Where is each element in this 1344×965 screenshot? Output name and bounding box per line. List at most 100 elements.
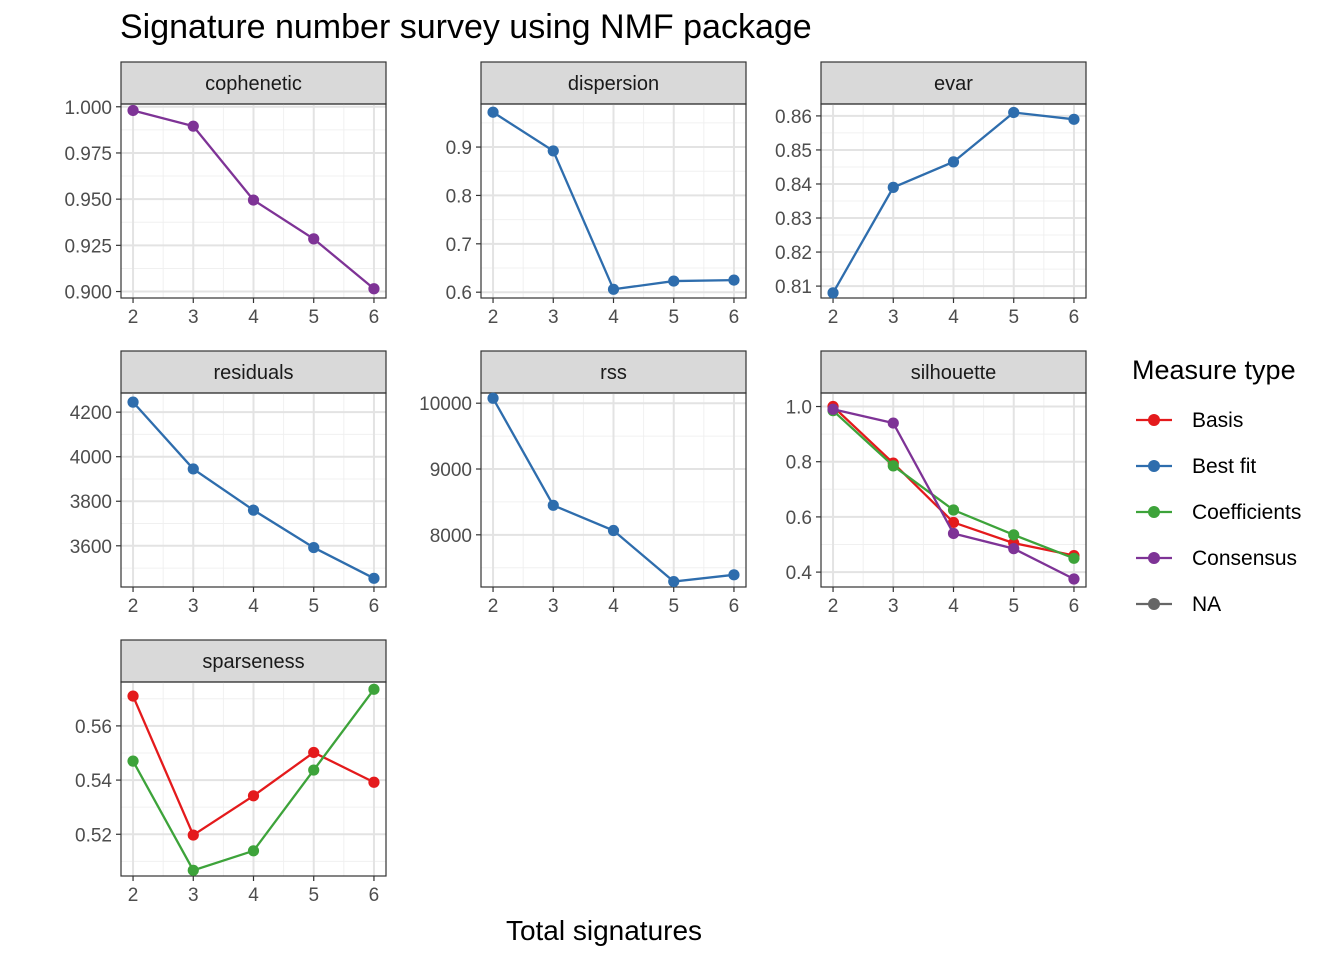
panel-residuals: residuals 3600 3800 4000 4200 2 3 4 5 6 [70, 350, 387, 617]
legend-label: NA [1192, 593, 1221, 616]
panel-strip [480, 350, 747, 394]
y-tick-label: 0.8 [446, 186, 472, 207]
y-tick-label: 9000 [430, 460, 472, 481]
data-point [187, 829, 199, 841]
x-tick-label: 6 [1069, 307, 1080, 328]
data-point [127, 690, 139, 702]
x-tick-label: 6 [1069, 596, 1080, 617]
data-point [887, 460, 899, 472]
data-point [187, 463, 199, 475]
x-tick-label: 4 [248, 885, 259, 906]
legend-key-point [1148, 552, 1160, 564]
grid [481, 104, 746, 298]
x-tick-label: 4 [608, 307, 619, 328]
data-point [547, 145, 559, 157]
series-basis [127, 690, 380, 841]
y-tick-label: 0.975 [64, 144, 112, 165]
series-consensus [127, 104, 380, 295]
panel-sparseness: sparseness 0.52 0.54 0.56 2 3 4 5 6 [75, 639, 387, 906]
x-tick-label: 3 [188, 885, 199, 906]
grid [121, 393, 386, 587]
y-tick-label: 4000 [70, 448, 112, 469]
data-point [308, 746, 320, 759]
y-tick-label: 10000 [419, 394, 472, 415]
y-tick-label: 0.925 [64, 236, 112, 257]
x-tick-label: 6 [729, 596, 740, 617]
x-tick-label: 3 [888, 307, 899, 328]
panel-strip [120, 61, 387, 105]
x-tick-label: 3 [188, 596, 199, 617]
panel-strip-label: rss [600, 362, 627, 384]
panel-rss: rss 8000 9000 10000 2 3 4 5 6 [419, 350, 747, 617]
panel-strip-label: cophenetic [205, 73, 302, 95]
data-point [308, 541, 320, 554]
x-tick-label: 2 [828, 596, 839, 617]
y-tick-label: 0.54 [75, 771, 112, 792]
legend-item: Consensus [1136, 547, 1297, 570]
panel-evar: evar 0.81 0.82 0.83 0.84 0.85 0.86 2 3 4 5 6 [775, 61, 1087, 328]
x-tick-label: 5 [668, 596, 679, 617]
series-best-fit [487, 106, 740, 295]
x-tick-label: 4 [948, 307, 959, 328]
x-tick-label: 2 [488, 307, 499, 328]
legend-key-point [1148, 414, 1160, 426]
grid [821, 393, 1086, 587]
data-point [247, 194, 260, 206]
series-coefficients [127, 683, 380, 876]
data-point [947, 504, 960, 516]
data-point [1008, 106, 1020, 119]
x-tick-label: 2 [828, 307, 839, 328]
data-point [187, 864, 199, 876]
legend-item: NA [1136, 593, 1221, 616]
panel-silhouette: silhouette 0.4 0.6 0.8 1.0 2 3 4 5 6 [786, 350, 1087, 617]
x-tick-label: 5 [668, 307, 679, 328]
x-axis-label: Total signatures [506, 915, 702, 946]
y-tick-label: 0.52 [75, 825, 112, 846]
x-tick-label: 3 [548, 596, 559, 617]
series-consensus [827, 403, 1080, 585]
y-tick-label: 8000 [430, 526, 472, 547]
x-tick-label: 5 [308, 307, 319, 328]
data-point [127, 396, 139, 408]
x-tick-label: 6 [729, 307, 740, 328]
x-tick-label: 3 [188, 307, 199, 328]
data-point [827, 287, 839, 299]
legend-title: Measure type [1132, 355, 1296, 385]
y-tick-label: 0.9 [446, 138, 472, 159]
data-point [1008, 543, 1020, 555]
y-tick-label: 3600 [70, 537, 112, 558]
x-tick-label: 4 [608, 596, 619, 617]
x-tick-label: 2 [128, 307, 139, 328]
y-tick-label: 0.900 [64, 283, 112, 304]
legend: Measure type Basis Best fit Coefficients Con… [1132, 355, 1301, 616]
y-tick-label: 0.81 [775, 277, 812, 298]
legend-label: Basis [1192, 409, 1243, 432]
data-point [728, 274, 740, 286]
y-tick-label: 0.84 [775, 175, 812, 196]
x-tick-label: 5 [1008, 596, 1019, 617]
chart-title: Signature number survey using NMF packag… [120, 8, 812, 46]
grid [121, 104, 386, 298]
panel-dispersion: dispersion 0.6 0.7 0.8 0.9 2 3 4 5 6 [446, 61, 747, 328]
x-tick-label: 4 [248, 307, 259, 328]
data-point [947, 516, 960, 529]
data-point [887, 417, 899, 429]
data-point [368, 572, 380, 584]
y-tick-label: 1.0 [786, 398, 812, 419]
y-tick-label: 0.4 [786, 563, 813, 584]
grid [481, 393, 746, 587]
legend-item: Basis [1136, 409, 1243, 432]
y-tick-label: 1.000 [64, 98, 112, 119]
data-point [947, 156, 960, 168]
panel-strip [120, 639, 387, 683]
data-point [308, 233, 320, 245]
x-tick-label: 5 [308, 885, 319, 906]
x-tick-label: 2 [488, 596, 499, 617]
y-tick-label: 0.8 [786, 453, 812, 474]
data-point [187, 120, 199, 132]
y-tick-label: 4200 [70, 403, 112, 424]
legend-key-point [1148, 506, 1160, 518]
grid [821, 104, 1086, 298]
series-best-fit [127, 396, 380, 584]
